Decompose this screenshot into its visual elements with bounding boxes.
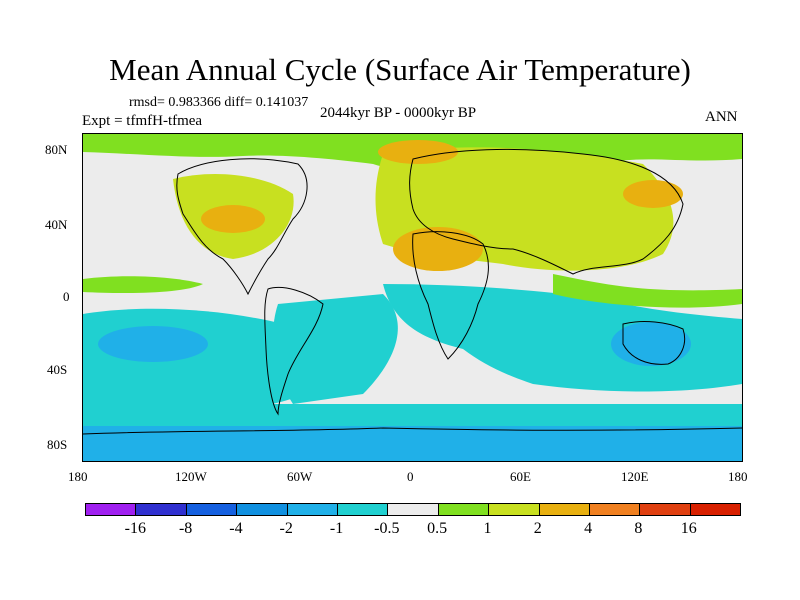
map-canvas bbox=[83, 134, 742, 461]
lon-label-180w: 180 bbox=[68, 469, 88, 484]
lat-label-80n: 80N bbox=[45, 142, 68, 157]
colorbar-swatch bbox=[136, 504, 187, 515]
east-asia-warm-core bbox=[623, 180, 683, 208]
stats-text: rmsd= 0.983366 diff= 0.141037 bbox=[129, 95, 309, 110]
lon-label-0: 0 bbox=[407, 469, 414, 484]
colorbar-label: 2 bbox=[533, 520, 542, 537]
lon-label-60e: 60E bbox=[510, 469, 531, 484]
south-america-cool-region bbox=[273, 294, 398, 404]
south-pacific-cool-core bbox=[98, 326, 208, 362]
colorbar-label: -2 bbox=[279, 520, 293, 537]
lat-label-80s: 80S bbox=[47, 437, 68, 452]
colorbar-swatch bbox=[86, 504, 137, 515]
colorbar-label: -16 bbox=[124, 520, 146, 537]
colorbar-label: 1 bbox=[483, 520, 492, 537]
lon-label-180e: 180 bbox=[728, 469, 748, 484]
colorbar-swatch bbox=[690, 504, 741, 515]
colorbar-label: -1 bbox=[329, 520, 344, 537]
colorbar-swatch bbox=[237, 504, 288, 515]
colorbar-swatch bbox=[640, 504, 691, 515]
period-label: 2044kyr BP - 0000kyr BP bbox=[320, 105, 477, 121]
arctic-warm-core bbox=[378, 140, 458, 164]
lon-label-60w: 60W bbox=[287, 469, 313, 484]
colorbar-label: 16 bbox=[680, 520, 697, 537]
colorbar bbox=[85, 503, 741, 516]
temperature-anomaly-map bbox=[82, 133, 743, 462]
experiment-label: Expt = tfmfH-tfmea bbox=[82, 113, 203, 129]
colorbar-swatch bbox=[287, 504, 338, 515]
colorbar-label: 0.5 bbox=[427, 520, 448, 537]
lat-label-0: 0 bbox=[63, 289, 70, 304]
lat-label-40n: 40N bbox=[45, 217, 68, 232]
west-pacific-warm-band bbox=[553, 274, 742, 308]
colorbar-swatch bbox=[438, 504, 490, 515]
colorbar-swatch bbox=[539, 504, 590, 515]
lon-label-120e: 120E bbox=[621, 469, 649, 484]
colorbar-swatch bbox=[589, 504, 641, 515]
colorbar-swatch bbox=[388, 504, 439, 515]
lat-label-40s: 40S bbox=[47, 362, 68, 377]
colorbar-label: -0.5 bbox=[374, 520, 400, 537]
map-title: Mean Annual Cycle (Surface Air Temperatu… bbox=[109, 52, 691, 87]
north-america-warm-core bbox=[201, 205, 265, 233]
colorbar-label: -4 bbox=[229, 520, 243, 537]
sahara-warm-core bbox=[393, 227, 483, 271]
australia-cool-core bbox=[611, 322, 691, 366]
coastlines bbox=[83, 148, 742, 435]
colorbar-swatch bbox=[186, 504, 238, 515]
colorbar-label: 8 bbox=[634, 520, 643, 537]
colorbar-swatch bbox=[489, 504, 540, 515]
colorbar-swatch bbox=[337, 504, 389, 515]
colorbar-label: 4 bbox=[584, 520, 593, 537]
tropical-pacific-warm-band bbox=[83, 276, 203, 294]
season-label: ANN bbox=[705, 109, 738, 125]
lon-label-120w: 120W bbox=[175, 469, 207, 484]
colorbar-label: -8 bbox=[178, 520, 193, 537]
